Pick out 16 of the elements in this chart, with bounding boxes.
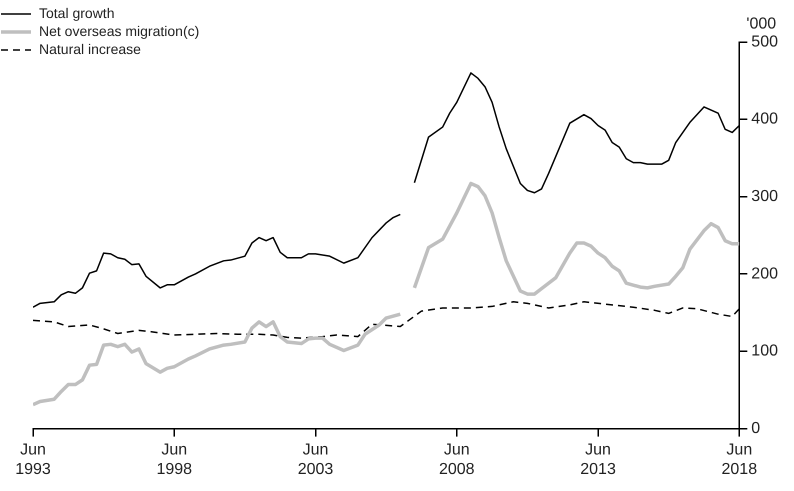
x-tick-label: Jun 1998 xyxy=(156,442,192,478)
y-tick-label: 300 xyxy=(751,188,778,206)
x-tick-label: Jun 1993 xyxy=(15,442,51,478)
x-tick-label: Jun 2008 xyxy=(438,442,475,478)
x-tick-label: Jun 2003 xyxy=(298,442,334,478)
y-tick-label: 400 xyxy=(751,110,778,128)
y-tick-label: 0 xyxy=(751,420,760,438)
x-tick-label: Jun 2018 xyxy=(722,442,758,478)
x-tick-label: Jun 2013 xyxy=(580,442,616,478)
y-tick-label: 200 xyxy=(751,265,778,282)
y-tick-label: 100 xyxy=(751,342,778,360)
y-tick-label: 500 xyxy=(751,33,778,50)
y-axis-title: '000 xyxy=(746,15,776,32)
legend-label: Net overseas migration(c) xyxy=(39,22,200,39)
legend-label: Total growth xyxy=(39,4,114,21)
legend-label: Natural increase xyxy=(39,40,142,57)
